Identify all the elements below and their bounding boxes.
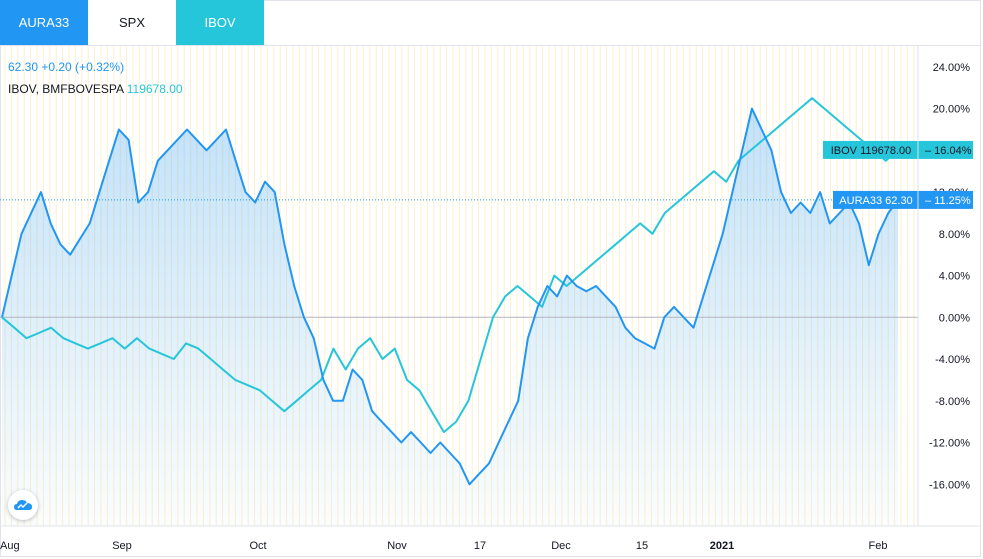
tab-ibov[interactable]: IBOV: [176, 0, 264, 45]
series-name-tag-label: IBOV 119678.00: [831, 145, 912, 157]
y-tick-label: -4.00%: [935, 354, 970, 366]
tab-separator: [0, 45, 981, 46]
chart-legend: 62.30 +0.20 (+0.32%) IBOV, BMFBOVESPA 11…: [8, 56, 183, 100]
series-pct-tag-label: – 16.04%: [925, 145, 972, 157]
aura-area: [2, 108, 898, 526]
y-tick-label: 20.00%: [933, 104, 971, 116]
x-tick-label: Dec: [551, 540, 571, 552]
legend-ibov: IBOV, BMFBOVESPA 119678.00: [8, 78, 183, 100]
series-name-tag: [823, 140, 919, 159]
legend-ibov-value: 119678.00: [126, 82, 183, 96]
y-tick-label: 4.00%: [939, 271, 970, 283]
y-tick-label: 8.00%: [939, 229, 970, 241]
x-tick-label: Feb: [869, 540, 888, 552]
series-name-tag: [833, 190, 919, 209]
symbol-tabs: AURA33 SPX IBOV: [0, 0, 264, 45]
series-line-ibov[interactable]: [1, 97, 899, 434]
x-tick-label: Oct: [249, 540, 266, 552]
series-pct-tag: [919, 190, 973, 209]
series-price-labels: IBOV 119678.00 – 16.04% AURA33 62.30 – 11.2…: [823, 140, 973, 209]
x-tick-label: Nov: [387, 540, 407, 552]
y-tick-label: 0.00%: [939, 312, 970, 324]
x-tick-label: 17: [474, 540, 486, 552]
y-axis: 24.00%20.00%12.00%8.00%4.00%0.00%-4.00%-…: [929, 62, 970, 491]
legend-ibov-name: IBOV, BMFBOVESPA: [8, 82, 124, 96]
series-line-aura33[interactable]: [1, 107, 899, 486]
legend-aura-value: 62.30 +0.20 (+0.32%): [8, 60, 125, 74]
y-tick-label: 24.00%: [933, 62, 971, 74]
x-tick-label: 2021: [710, 540, 734, 552]
x-tick-label: Sep: [112, 540, 132, 552]
series-pct-tag: [919, 140, 973, 159]
series-name-tag-label: AURA33 62.30: [839, 195, 912, 207]
x-tick-label: 15: [636, 540, 648, 552]
chart-area[interactable]: 24.00%20.00%12.00%8.00%4.00%0.00%-4.00%-…: [0, 46, 981, 557]
cloud-logo-icon[interactable]: [8, 490, 38, 520]
y-tick-label: -8.00%: [935, 396, 970, 408]
y-tick-label: -12.00%: [929, 438, 970, 450]
tab-spx[interactable]: SPX: [88, 0, 176, 45]
tab-aura33[interactable]: AURA33: [0, 0, 88, 45]
series-pct-tag-label: – 11.25%: [925, 195, 971, 207]
aura-area-fill: [2, 108, 898, 526]
x-tick-label: Aug: [0, 540, 20, 552]
series-lines: [1, 97, 899, 486]
x-axis: Aug Sep Oct Nov 17 Dec 15 2021 Feb: [0, 540, 887, 552]
y-tick-label: -16.00%: [929, 479, 970, 491]
